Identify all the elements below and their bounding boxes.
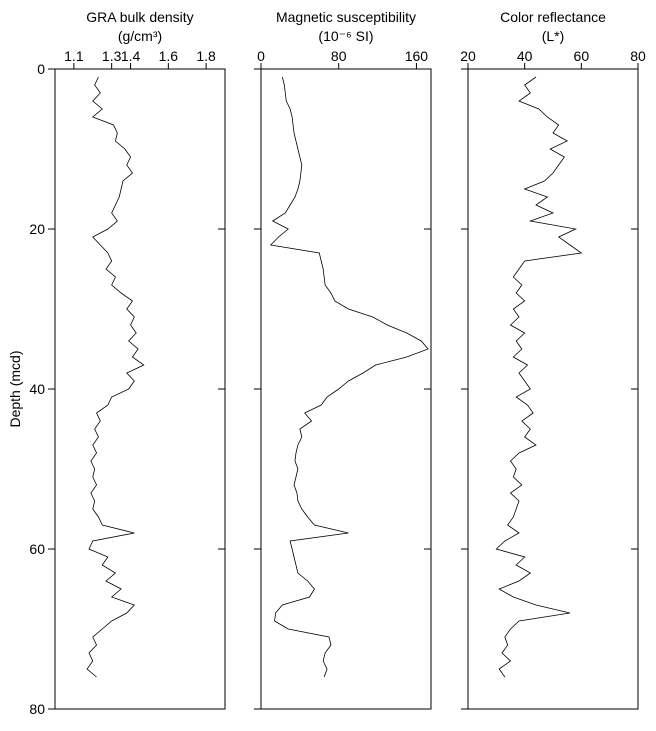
panel-units: (L*) [542, 28, 565, 44]
y-tick-label: 40 [29, 381, 45, 397]
panel-title: Magnetic susceptibility [276, 9, 416, 25]
x-tick-label: 80 [630, 48, 646, 64]
x-tick-label: 1.8 [196, 48, 216, 64]
x-tick-label: 40 [517, 48, 533, 64]
log-line [269, 76, 429, 678]
x-tick-label: 1.6 [159, 48, 179, 64]
panel-units: (g/cm³) [118, 28, 162, 44]
log-line [495, 76, 583, 678]
y-axis-label: Depth (mcd) [7, 350, 23, 427]
plot-frame [467, 68, 639, 710]
x-tick-label: 20 [460, 48, 476, 64]
plot-frame [260, 68, 432, 710]
x-tick-label: 60 [574, 48, 590, 64]
log-line [86, 76, 145, 678]
x-tick-label: 1.1 [64, 48, 84, 64]
x-tick-label: 160 [405, 48, 429, 64]
y-tick-label: 80 [29, 701, 45, 717]
y-tick-label: 20 [29, 221, 45, 237]
y-tick-label: 60 [29, 541, 45, 557]
panel-title: GRA bulk density [86, 9, 193, 25]
plot-frame [54, 68, 226, 710]
panel-units: (10⁻⁶ SI) [318, 28, 373, 44]
x-tick-label: 1.3 [102, 48, 122, 64]
x-tick-label: 1.4 [121, 48, 141, 64]
x-tick-label: 0 [257, 48, 265, 64]
panel-title: Color reflectance [500, 9, 606, 25]
y-tick-label: 0 [37, 61, 45, 77]
x-tick-label: 80 [331, 48, 347, 64]
